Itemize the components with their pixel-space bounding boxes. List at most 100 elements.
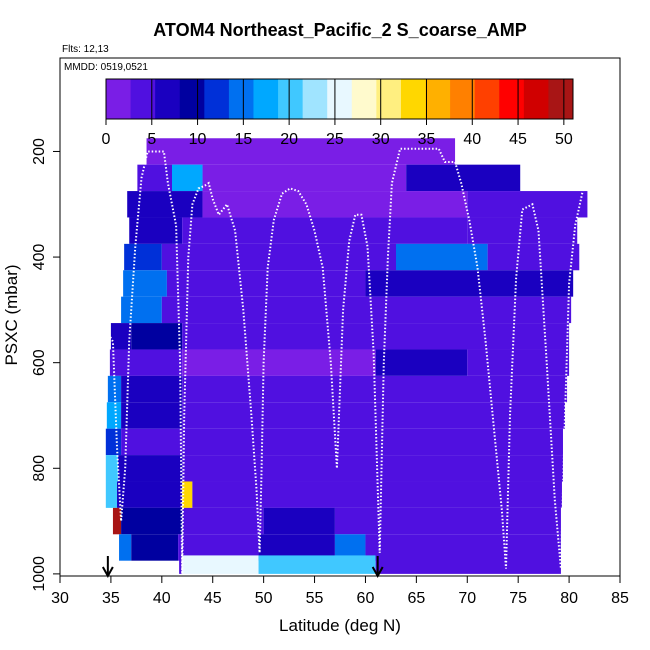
colorbar <box>105 78 574 120</box>
heat-cell-5-2 <box>365 270 574 297</box>
colorbar-tick-label-9: 45 <box>509 131 527 148</box>
heat-cell-4-3 <box>487 243 580 271</box>
heat-cell-3-1 <box>182 217 468 244</box>
heat-cell-13-3 <box>192 481 562 508</box>
colorbar-swatch-7 <box>278 79 304 119</box>
x-tick-label-0: 30 <box>51 590 69 607</box>
x-tick-label-10: 80 <box>560 590 578 607</box>
heat-cell-11-2 <box>182 428 563 456</box>
heat-cell-14-4 <box>334 507 561 535</box>
heat-cell-13-1 <box>117 481 183 508</box>
heat-cell-14-1 <box>121 507 183 535</box>
heat-cell-10-1 <box>121 402 183 429</box>
x-axis: 30 35 40 45 50 55 60 65 70 75 80 85 <box>51 576 629 607</box>
colorbar-swatch-15 <box>474 79 500 119</box>
colorbar-swatch-3 <box>179 79 205 119</box>
flights-label: Flts: 12,13 <box>62 44 109 55</box>
heat-cell-10-0 <box>106 402 122 429</box>
heat-cell-11-1 <box>121 428 183 456</box>
heat-cell-7-2 <box>182 323 570 350</box>
colorbar-tick-label-10: 50 <box>555 131 573 148</box>
heat-cell-1-2 <box>202 164 407 192</box>
plot-frame <box>59 57 621 577</box>
colorbar-swatch-9 <box>327 79 353 119</box>
x-tick-label-9: 75 <box>509 590 527 607</box>
heat-cell-8-2 <box>375 349 468 376</box>
heat-cell-7-1 <box>131 323 183 350</box>
heat-cell-13-2 <box>182 481 193 508</box>
y-tick-label-1: 400 <box>31 244 48 271</box>
colorbar-swatch-18 <box>548 79 574 119</box>
heatmap-cells <box>105 138 588 574</box>
y-axis-label: PSXC (mbar) <box>2 264 21 365</box>
heat-cell-12-0 <box>105 455 119 482</box>
x-axis-label: Latitude (deg N) <box>279 616 401 635</box>
heat-cell-16-1 <box>182 555 259 574</box>
flight-track-line <box>105 147 585 574</box>
heat-cell-15-2 <box>178 534 183 561</box>
y-axis: 200 400 600 800 1000 <box>31 138 60 592</box>
heat-cell-3-2 <box>467 217 578 244</box>
heat-cell-14-0 <box>112 507 122 535</box>
heat-cell-1-1 <box>172 164 203 192</box>
colorbar-tick-label-3: 15 <box>234 131 252 148</box>
heat-cell-4-0 <box>124 243 162 271</box>
x-tick-label-8: 70 <box>458 590 476 607</box>
colorbar-ticks: 0 5 10 15 20 25 30 35 40 45 50 <box>102 79 573 148</box>
x-tick-label-4: 50 <box>255 590 273 607</box>
heat-cell-2-1 <box>202 191 468 218</box>
heat-cell-1-3 <box>406 164 521 192</box>
colorbar-swatch-8 <box>302 79 328 119</box>
heat-cell-8-1 <box>182 349 376 376</box>
heat-cell-4-2 <box>396 243 488 271</box>
x-tick-label-1: 35 <box>102 590 120 607</box>
heat-cell-15-0 <box>119 534 132 561</box>
colorbar-swatch-10 <box>351 79 377 119</box>
heat-cell-14-2 <box>182 507 264 535</box>
colorbar-swatch-5 <box>228 79 254 119</box>
heat-cell-0-0 <box>146 138 456 165</box>
colorbar-swatch-6 <box>253 79 279 119</box>
heat-cell-11-0 <box>105 428 122 456</box>
y-tick-label-0: 200 <box>31 138 48 165</box>
heat-cell-4-1 <box>161 243 396 271</box>
arrow-1 <box>371 556 384 579</box>
colorbar-tick-label-4: 20 <box>280 131 298 148</box>
colorbar-tick-label-5: 25 <box>326 131 344 148</box>
colorbar-tick-label-0: 0 <box>102 131 111 148</box>
colorbar-tick-label-6: 30 <box>372 131 390 148</box>
heat-cell-14-3 <box>263 507 335 535</box>
heat-cell-15-1 <box>131 534 179 561</box>
flight-track <box>105 147 585 574</box>
heat-cell-13-0 <box>105 481 118 508</box>
chart-title: ATOM4 Northeast_Pacific_2 S_coarse_AMP <box>153 20 527 40</box>
colorbar-swatch-17 <box>523 79 549 119</box>
heat-cell-3-0 <box>129 217 183 244</box>
colorbar-swatch-12 <box>400 79 427 119</box>
colorbar-swatch-11 <box>376 79 402 119</box>
heat-cell-16-0 <box>179 555 183 574</box>
x-tick-label-11: 85 <box>611 590 629 607</box>
heat-cell-9-1 <box>121 375 183 403</box>
heat-cell-10-2 <box>182 402 566 429</box>
heat-cell-2-0 <box>127 191 203 218</box>
colorbar-tick-label-8: 40 <box>463 131 481 148</box>
y-tick-label-3: 800 <box>31 455 48 482</box>
heat-cell-5-0 <box>123 270 167 297</box>
colorbar-tick-label-1: 5 <box>147 131 156 148</box>
colorbar-swatch-13 <box>425 79 451 119</box>
x-tick-label-5: 55 <box>306 590 324 607</box>
x-tick-label-2: 40 <box>153 590 171 607</box>
heat-cell-16-2 <box>258 555 376 574</box>
heat-cell-7-0 <box>110 323 132 350</box>
colorbar-swatch-14 <box>450 79 476 119</box>
x-tick-label-7: 65 <box>407 590 425 607</box>
heat-cell-12-1 <box>118 455 183 482</box>
heat-cell-6-0 <box>121 296 162 324</box>
colorbar-tick-label-7: 35 <box>418 131 436 148</box>
heat-cell-12-2 <box>182 455 563 482</box>
heat-cell-6-1 <box>161 296 572 324</box>
y-tick-label-4: 1000 <box>31 556 48 592</box>
x-tick-label-3: 45 <box>204 590 222 607</box>
